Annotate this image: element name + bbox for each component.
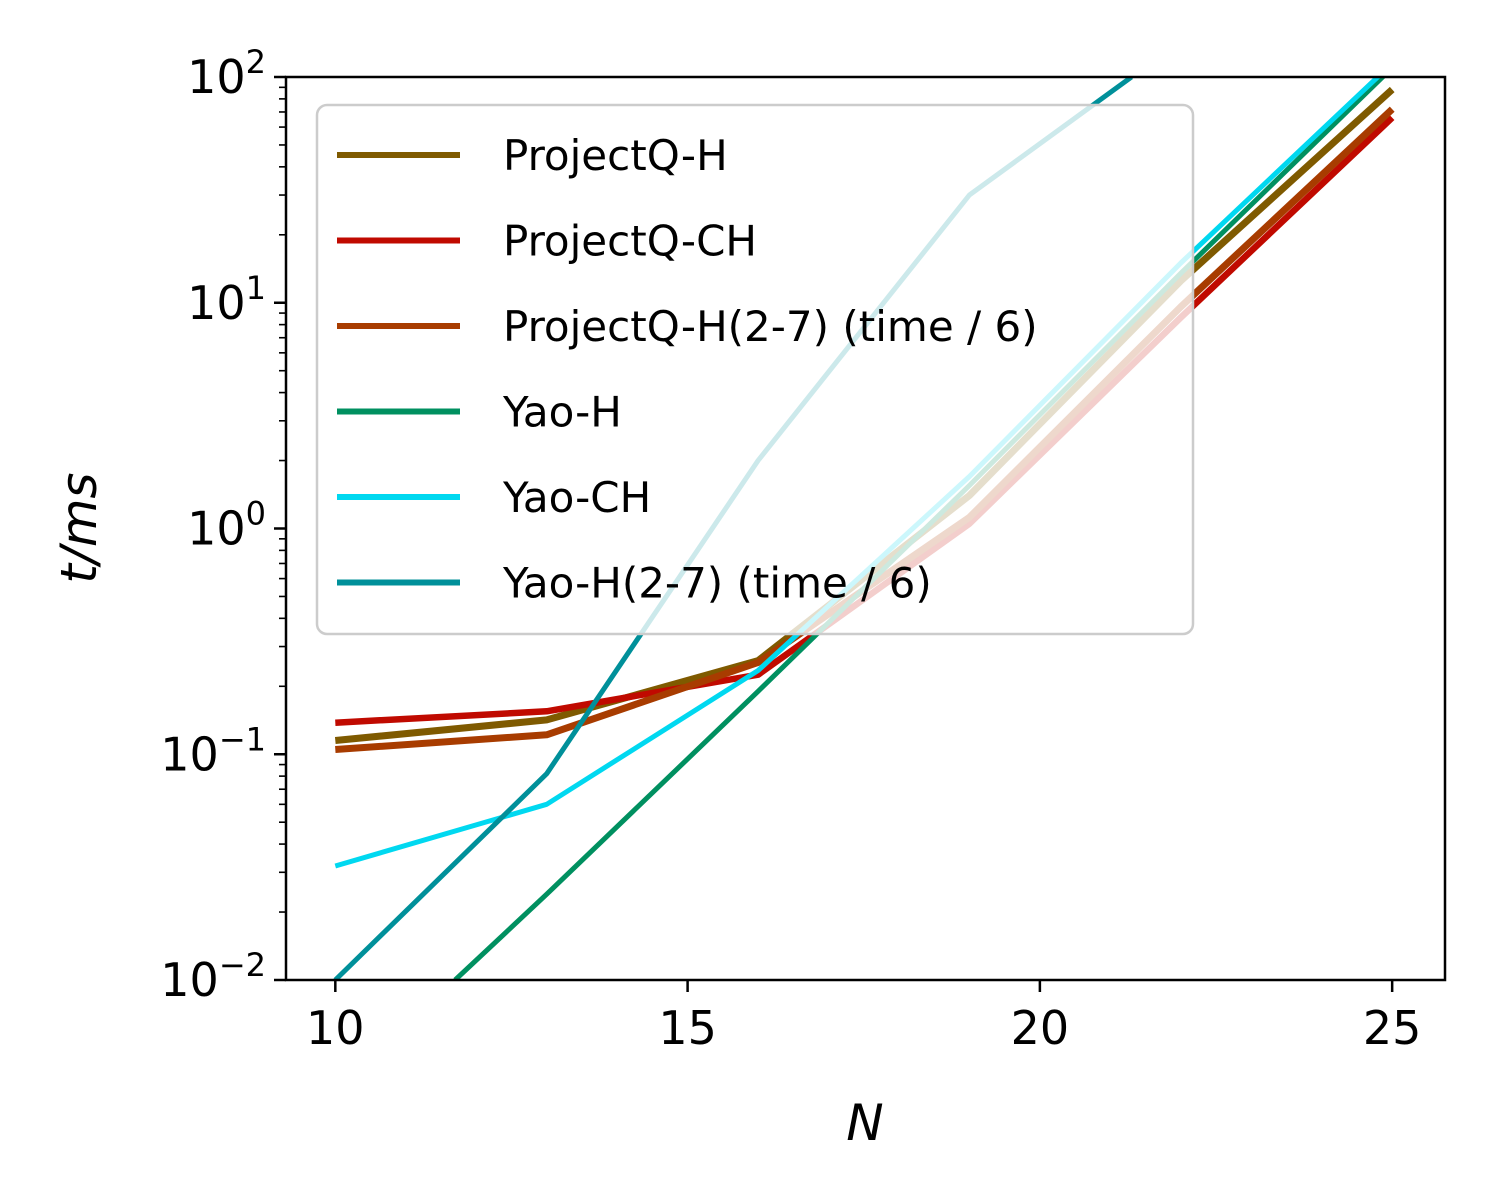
- y-tick-label-1: 10−2: [160, 946, 266, 1007]
- legend: ProjectQ-H ProjectQ-CH ProjectQ-H(2-7) (ti…: [315, 103, 1195, 636]
- y-tick-label-3: 100: [187, 495, 266, 556]
- y-axis: 10−2 10−1 100 101 102: [160, 43, 286, 1007]
- legend-label-2: ProjectQ-CH: [503, 217, 757, 266]
- legend-box: [315, 103, 1195, 636]
- legend-label-3: ProjectQ-H(2-7) (time / 6): [503, 302, 1038, 351]
- y-tick-label-4: 101: [187, 269, 266, 330]
- x-tick-label-4: 25: [1363, 1001, 1422, 1055]
- x-axis-title: N: [846, 1094, 883, 1152]
- y-tick-label-5: 102: [187, 43, 266, 104]
- y-axis-title: t/ms: [50, 472, 108, 583]
- legend-label-5: Yao-CH: [502, 473, 651, 522]
- x-tick-label-2: 15: [658, 1001, 717, 1055]
- y-axis-minor-ticks: [279, 86, 286, 913]
- x-tick-label-1: 10: [306, 1001, 365, 1055]
- x-tick-label-3: 20: [1011, 1001, 1070, 1055]
- legend-label-6: Yao-H(2-7) (time / 6): [502, 559, 932, 608]
- legend-label-1: ProjectQ-H: [503, 131, 728, 180]
- x-axis: 10 15 20 25: [306, 980, 1421, 1055]
- y-tick-label-2: 10−1: [160, 720, 266, 781]
- legend-label-4: Yao-H: [502, 388, 622, 437]
